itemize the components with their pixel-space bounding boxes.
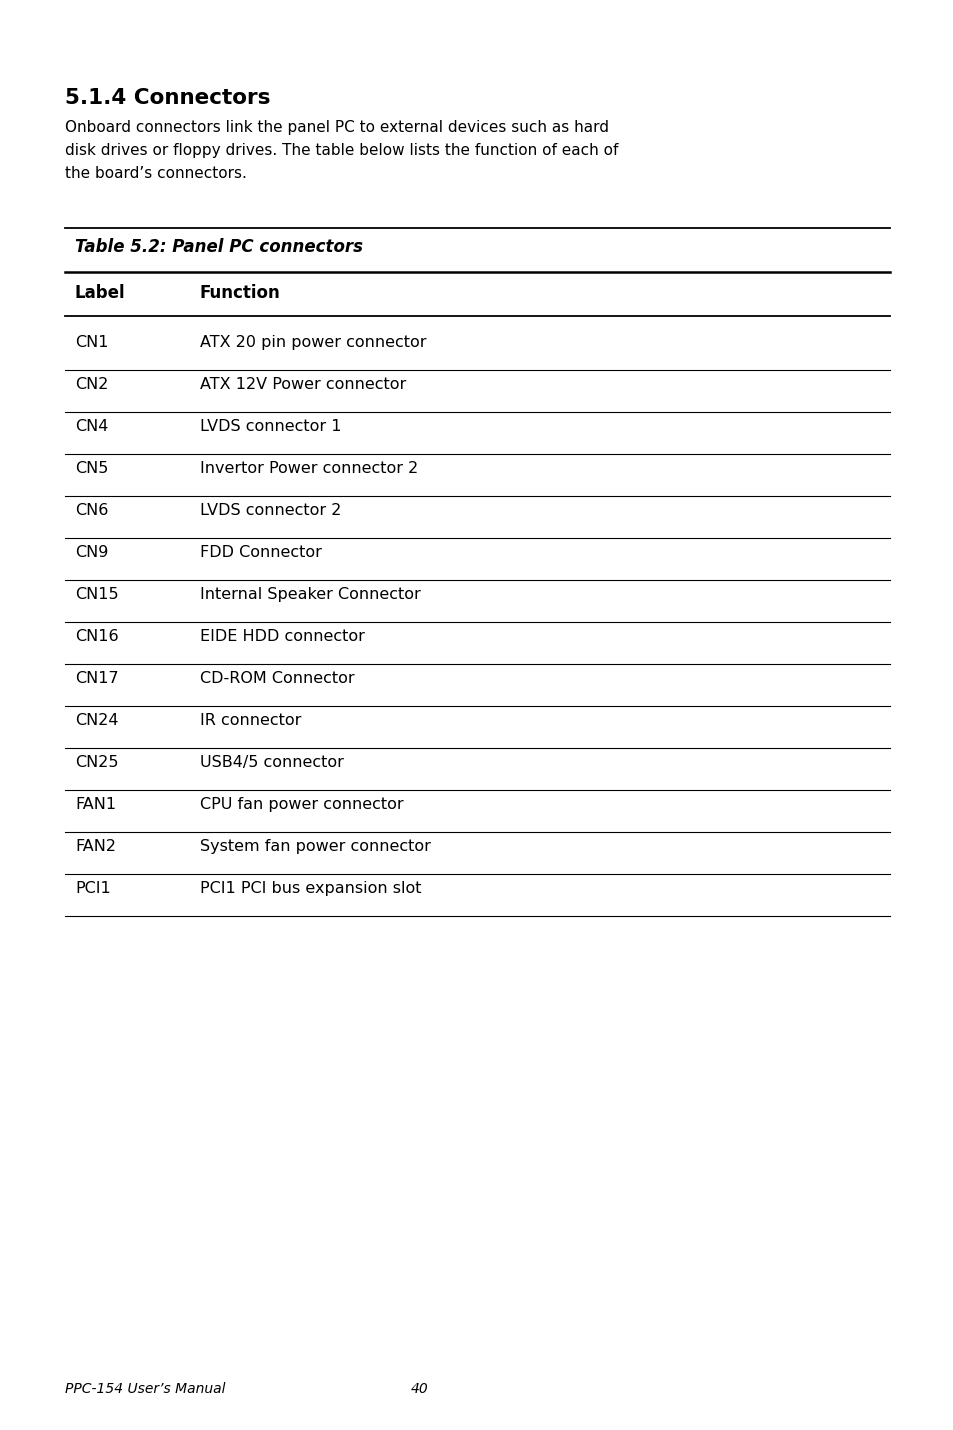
Text: LVDS connector 2: LVDS connector 2 [200,503,341,518]
Text: CN15: CN15 [75,586,118,602]
Text: CN24: CN24 [75,714,118,728]
Text: CN1: CN1 [75,335,109,350]
Text: FAN2: FAN2 [75,839,116,854]
Text: PCI1: PCI1 [75,881,111,897]
Text: CN16: CN16 [75,629,118,644]
Text: CPU fan power connector: CPU fan power connector [200,797,403,812]
Text: IR connector: IR connector [200,714,301,728]
Text: CN17: CN17 [75,671,118,686]
Text: FAN1: FAN1 [75,797,116,812]
Text: System fan power connector: System fan power connector [200,839,431,854]
Text: CN6: CN6 [75,503,109,518]
Text: Internal Speaker Connector: Internal Speaker Connector [200,586,420,602]
Text: PPC-154 User’s Manual: PPC-154 User’s Manual [65,1381,225,1396]
Text: CN25: CN25 [75,755,118,769]
Text: Onboard connectors link the panel PC to external devices such as hard
disk drive: Onboard connectors link the panel PC to … [65,120,618,180]
Text: Table 5.2: Panel PC connectors: Table 5.2: Panel PC connectors [75,237,363,256]
Text: CN9: CN9 [75,545,109,561]
Text: PCI1 PCI bus expansion slot: PCI1 PCI bus expansion slot [200,881,421,897]
Text: ATX 20 pin power connector: ATX 20 pin power connector [200,335,426,350]
Text: CD-ROM Connector: CD-ROM Connector [200,671,355,686]
Text: FDD Connector: FDD Connector [200,545,321,561]
Text: Label: Label [75,285,126,302]
Text: Function: Function [200,285,280,302]
Text: CN4: CN4 [75,419,109,433]
Text: EIDE HDD connector: EIDE HDD connector [200,629,364,644]
Text: USB4/5 connector: USB4/5 connector [200,755,343,769]
Text: CN5: CN5 [75,460,109,476]
Text: CN2: CN2 [75,378,109,392]
Text: LVDS connector 1: LVDS connector 1 [200,419,341,433]
Text: 40: 40 [411,1381,429,1396]
Text: 5.1.4 Connectors: 5.1.4 Connectors [65,89,271,109]
Text: Invertor Power connector 2: Invertor Power connector 2 [200,460,417,476]
Text: ATX 12V Power connector: ATX 12V Power connector [200,378,406,392]
